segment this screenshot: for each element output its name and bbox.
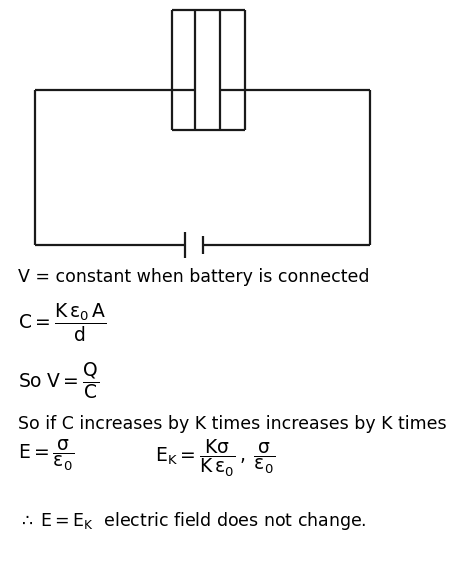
- Text: $\mathrm{E_K = \dfrac{K\sigma}{K\,\epsilon_0}\,,\;\dfrac{\sigma}{\epsilon_0}}$: $\mathrm{E_K = \dfrac{K\sigma}{K\,\epsil…: [155, 438, 275, 479]
- Text: $\mathrm{\therefore\; E = E_K}$  electric field does not change.: $\mathrm{\therefore\; E = E_K}$ electric…: [18, 510, 366, 532]
- Text: So if C increases by K times increases by K times: So if C increases by K times increases b…: [18, 415, 447, 433]
- Text: $\mathrm{So\; V = \dfrac{Q}{C}}$: $\mathrm{So\; V = \dfrac{Q}{C}}$: [18, 360, 99, 401]
- Text: $\mathrm{E = \dfrac{\sigma}{\epsilon_0}}$: $\mathrm{E = \dfrac{\sigma}{\epsilon_0}}…: [18, 438, 74, 473]
- Text: $\mathrm{C = \dfrac{K\,\epsilon_0\, A}{d}}$: $\mathrm{C = \dfrac{K\,\epsilon_0\, A}{d…: [18, 302, 107, 344]
- Text: V = constant when battery is connected: V = constant when battery is connected: [18, 268, 370, 286]
